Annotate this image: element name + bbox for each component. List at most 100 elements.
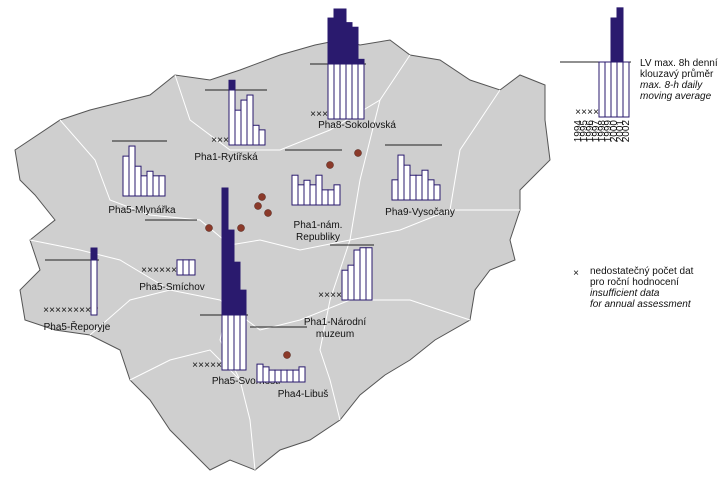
bar: [433, 184, 441, 201]
missing-marker: ×: [318, 290, 324, 301]
bar: [333, 184, 341, 206]
bar-exceedance: [351, 26, 359, 65]
missing-marker: ×: [216, 360, 222, 371]
missing-marker: ×: [575, 107, 581, 118]
bar: [365, 247, 373, 301]
bar: [274, 369, 282, 383]
bar: [176, 259, 184, 276]
station-label: Pha5-Řeporyje: [44, 320, 111, 333]
missing-marker: ×: [159, 265, 165, 276]
missing-marker: ×: [85, 305, 91, 316]
bar-exceedance: [221, 187, 229, 316]
station-label: Pha5-Mlynářka: [108, 205, 176, 216]
missing-marker: ×: [211, 135, 217, 146]
bar: [341, 269, 349, 301]
missing-marker: ×: [171, 265, 177, 276]
missing-marker: ×: [336, 290, 342, 301]
station-label: Pha4-Libuš: [278, 389, 329, 400]
station-label: Pha1-Rytířská: [194, 152, 258, 163]
legend-text: pro roční hodnocení: [590, 277, 679, 288]
legend-text: LV max. 8h denní: [640, 58, 718, 69]
bar: [122, 155, 130, 197]
bar-exceedance: [327, 17, 335, 65]
missing-marker: ×: [49, 305, 55, 316]
bar: [182, 259, 190, 276]
bar-exceedance: [228, 79, 236, 91]
missing-marker: ×: [593, 107, 599, 118]
missing-marker: ×: [67, 305, 73, 316]
bar-exceedance: [233, 261, 241, 316]
bar: [359, 247, 367, 301]
year-label: 1999: [603, 120, 614, 143]
bar: [303, 179, 311, 206]
bar-exceedance: [357, 58, 365, 65]
bar-exceedance: [610, 17, 618, 63]
station-label: Pha5-Svornosti: [212, 376, 280, 387]
missing-marker: ×: [198, 360, 204, 371]
bar-exceedance: [616, 7, 624, 63]
bar: [292, 369, 300, 383]
stations-points: [90, 149, 362, 359]
year-label: 1994: [573, 120, 584, 143]
bar: [258, 129, 266, 146]
station-label: Pha5-Smíchov: [139, 282, 205, 293]
bar: [298, 366, 306, 383]
missing-marker: ×: [141, 265, 147, 276]
year-label: 1998: [597, 120, 608, 143]
bar-exceedance: [227, 229, 235, 316]
missing-marker: ×: [165, 265, 171, 276]
missing-marker: ×: [223, 135, 229, 146]
bar-exceedance: [339, 8, 347, 65]
bar-exceedance: [345, 22, 353, 65]
bar: [415, 174, 423, 201]
bar: [246, 94, 254, 146]
bar: [327, 189, 335, 206]
missing-marker: ×: [73, 305, 79, 316]
year-label: 1996: [585, 120, 596, 143]
missing-marker: ×: [153, 265, 159, 276]
missing-marker: ×: [322, 109, 328, 120]
station-label: Republiky: [296, 232, 340, 243]
bar: [357, 58, 365, 120]
missing-marker: ×: [573, 268, 579, 279]
bar: [134, 165, 142, 197]
bar-exceedance: [90, 247, 98, 261]
legend-text: nedostatečný počet dat: [590, 266, 694, 277]
bar: [286, 369, 294, 383]
station-label: Pha8-Sokolovská: [318, 120, 396, 131]
bar: [188, 259, 196, 276]
legend-text: for annual assessment: [590, 299, 692, 310]
station-label: Pha9-Vysočany: [385, 207, 455, 218]
missing-marker: ×: [79, 305, 85, 316]
bar: [321, 189, 329, 206]
bar: [262, 366, 270, 383]
missing-marker: ×: [192, 360, 198, 371]
missing-marker: ×: [330, 290, 336, 301]
bar: [604, 61, 612, 118]
bar: [152, 175, 160, 197]
legend-text: klouzavý průměr: [640, 68, 714, 80]
bar: [598, 61, 606, 118]
bar: [409, 174, 417, 201]
missing-marker: ×: [147, 265, 153, 276]
year-label: 2002: [621, 120, 632, 143]
bar: [315, 174, 323, 206]
bar: [297, 184, 305, 206]
year-label: 2001: [615, 120, 626, 143]
bar: [403, 164, 411, 201]
bar: [391, 179, 399, 201]
year-label: 1995: [579, 120, 590, 143]
missing-marker: ×: [55, 305, 61, 316]
bar: [427, 179, 435, 201]
bar: [291, 174, 299, 206]
station-label: muzeum: [316, 329, 354, 340]
bar: [158, 175, 166, 197]
bar: [140, 175, 148, 197]
bar: [146, 170, 154, 197]
year-label: 1997: [591, 120, 602, 143]
bar: [347, 264, 355, 301]
bar: [128, 145, 136, 197]
bar: [268, 369, 276, 383]
bar: [309, 184, 317, 206]
